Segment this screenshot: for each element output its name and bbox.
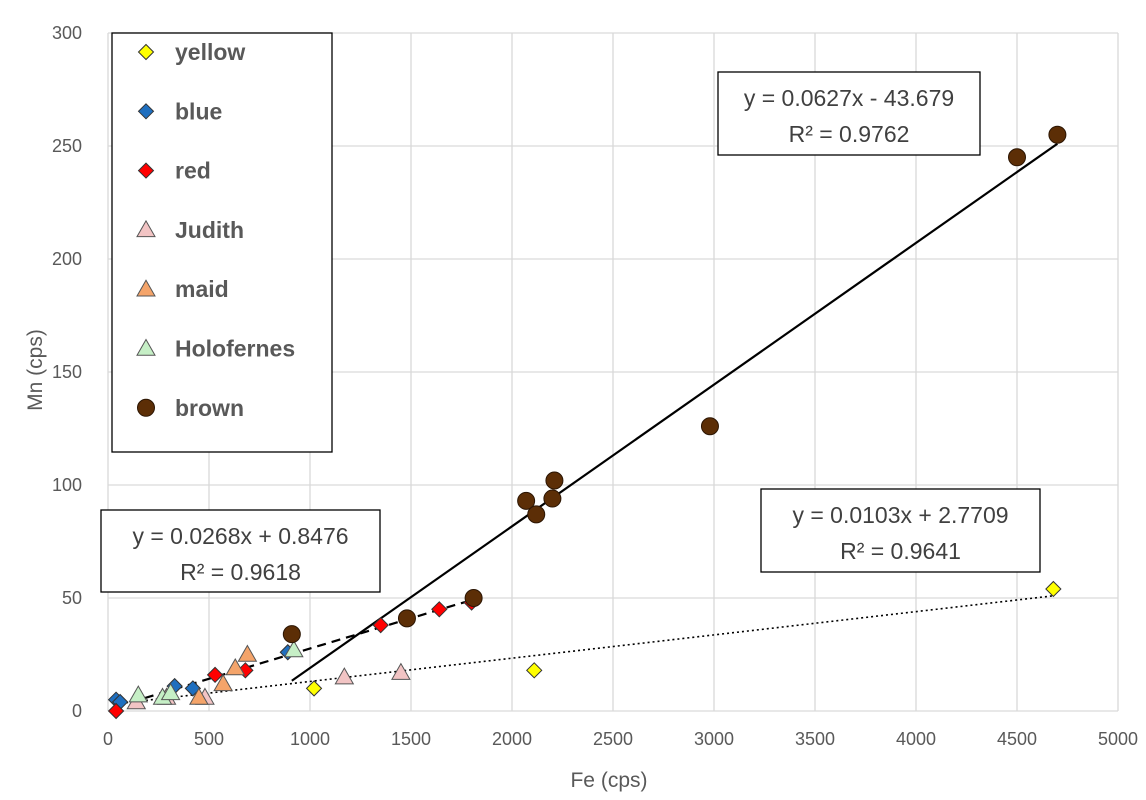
legend-label-brown: brown xyxy=(175,395,244,421)
point-maid xyxy=(213,673,234,692)
point-brown xyxy=(517,491,536,510)
legend-label-judith: Judith xyxy=(175,217,244,243)
trendline-r-squared: R² = 0.9618 xyxy=(180,559,301,585)
trendline-dotted xyxy=(115,595,1054,705)
legend-label-yellow: yellow xyxy=(175,39,245,65)
trendline-r-squared: R² = 0.9762 xyxy=(789,121,910,147)
x-tick-label: 4500 xyxy=(997,729,1037,749)
x-tick-label: 500 xyxy=(194,729,224,749)
trendline-equations: y = 0.0627x - 43.679 R² = 0.9762 y = 0.026… xyxy=(100,71,1041,593)
point-brown xyxy=(1048,125,1067,144)
x-tick-label: 1500 xyxy=(391,729,431,749)
point-maid xyxy=(225,658,246,676)
point-yellow xyxy=(305,680,323,697)
y-tick-label: 50 xyxy=(62,588,82,608)
point-holofernes xyxy=(283,639,304,658)
trendline-equation: y = 0.0627x - 43.679 xyxy=(744,85,954,111)
x-tick-label: 1000 xyxy=(290,729,330,749)
legend: yellow blue red Judith maid Holofernes brown xyxy=(111,32,333,453)
x-tick-label: 3500 xyxy=(795,729,835,749)
x-tick-label: 5000 xyxy=(1098,729,1138,749)
x-tick-label: 4000 xyxy=(896,729,936,749)
legend-marker-red xyxy=(137,162,155,179)
data-points xyxy=(107,125,1067,720)
x-axis-label: Fe (cps) xyxy=(570,769,647,792)
point-brown xyxy=(545,471,564,490)
point-maid xyxy=(189,687,209,705)
legend-label-blue: blue xyxy=(175,98,222,124)
y-tick-label: 0 xyxy=(72,701,82,721)
x-tick-label: 2500 xyxy=(593,729,633,749)
y-tick-label: 200 xyxy=(52,249,82,269)
point-red xyxy=(431,601,448,618)
point-red xyxy=(107,702,125,720)
legend-box xyxy=(111,32,333,453)
y-tick-label: 300 xyxy=(52,23,82,43)
point-brown xyxy=(282,625,301,644)
legend-marker-holofernes xyxy=(136,338,156,356)
point-red xyxy=(206,666,224,684)
point-brown xyxy=(700,417,719,436)
x-tick-label: 3000 xyxy=(694,729,734,749)
y-tick-label: 100 xyxy=(52,475,82,495)
point-maid xyxy=(237,644,258,662)
equation-box xyxy=(100,509,381,593)
point-yellow xyxy=(1045,580,1062,598)
legend-marker-brown xyxy=(137,398,155,417)
legend-marker-maid xyxy=(136,279,156,297)
trendline-r-squared: R² = 0.9641 xyxy=(840,538,961,564)
trendline-equation: y = 0.0268x + 0.8476 xyxy=(132,523,348,549)
point-yellow xyxy=(526,662,543,679)
legend-label-maid: maid xyxy=(175,276,229,302)
y-tick-label: 150 xyxy=(52,362,82,382)
equation-box xyxy=(717,71,981,156)
legend-marker-yellow xyxy=(137,43,155,61)
point-judith xyxy=(334,667,355,685)
trendline-equation: y = 0.0103x + 2.7709 xyxy=(792,502,1008,528)
equation-box xyxy=(760,488,1041,573)
y-axis-label: Mn (cps) xyxy=(24,329,47,411)
legend-label-red: red xyxy=(175,158,211,184)
x-tick-label: 2000 xyxy=(492,729,532,749)
point-holofernes xyxy=(160,682,181,701)
legend-marker-blue xyxy=(137,103,155,120)
x-tick-label: 0 xyxy=(103,729,113,749)
point-red xyxy=(372,616,389,634)
point-brown xyxy=(1008,148,1026,167)
point-brown xyxy=(527,505,546,524)
legend-label-holofernes: Holofernes xyxy=(175,336,295,362)
point-judith xyxy=(391,662,411,680)
point-brown xyxy=(543,489,562,508)
point-brown xyxy=(464,589,483,607)
legend-marker-judith xyxy=(136,219,156,238)
tick-labels: 0 500 1000 1500 2000 2500 3000 3500 4000 4500 5000… xyxy=(52,23,1138,749)
trendline-solid xyxy=(291,142,1059,682)
y-tick-label: 250 xyxy=(52,136,82,156)
point-brown xyxy=(397,609,416,628)
point-holofernes xyxy=(128,685,149,703)
